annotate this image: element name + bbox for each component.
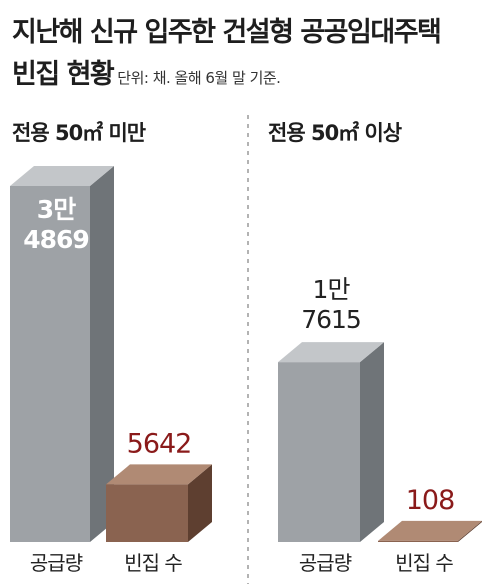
bar-front-face: [278, 362, 360, 542]
panel-title: 전용 50㎡ 이상: [268, 121, 402, 145]
category-label: 공급량: [30, 551, 83, 575]
bar-top-face: [10, 166, 114, 186]
chart-title-line-1: 지난해 신규 입주한 건설형 공공임대주택: [12, 17, 442, 48]
vacant-bar: 5642: [106, 428, 212, 542]
data-label: 4869: [23, 225, 89, 254]
vacant-bar: 108: [378, 485, 482, 542]
bar-side-face: [458, 520, 482, 542]
unit-note: 단위: 채. 올해 6월 말 기준.: [117, 69, 281, 87]
data-label: 108: [406, 485, 455, 516]
bar-front-face: [378, 540, 458, 542]
bar-side-face: [188, 464, 212, 542]
category-label: 빈집 수: [124, 551, 182, 575]
data-label: 1만: [313, 275, 351, 304]
bar-side-face: [90, 166, 114, 542]
data-label: 5642: [127, 428, 192, 459]
data-label: 3만: [37, 195, 76, 224]
chart-title-main: 빈집 현황: [12, 59, 115, 90]
bar-front-face: [10, 186, 90, 542]
bar-top-face: [106, 464, 212, 485]
bar-top-face: [378, 520, 482, 541]
category-label: 공급량: [299, 551, 352, 575]
bar-top-face: [278, 342, 384, 363]
panel-title: 전용 50㎡ 미만: [12, 121, 146, 145]
bar-front-face: [106, 484, 188, 542]
category-label: 빈집 수: [395, 551, 453, 575]
bar-side-face: [360, 342, 384, 542]
data-label: 7615: [301, 305, 361, 334]
chart-title-line-2: 빈집 현황 단위: 채. 올해 6월 말 기준.: [12, 52, 281, 91]
